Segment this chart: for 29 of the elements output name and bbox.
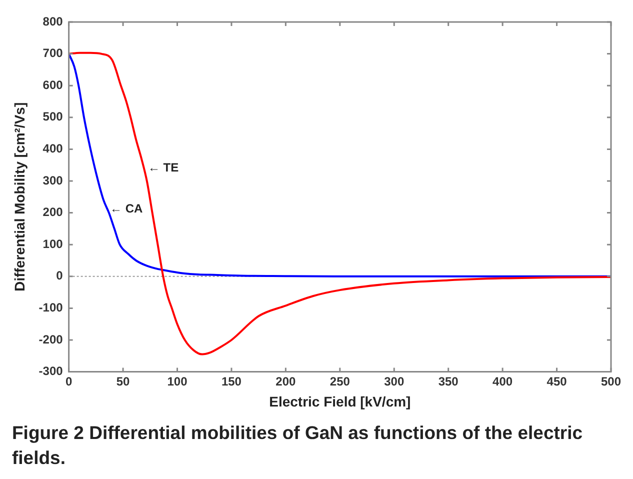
y-tick-label: 600 xyxy=(42,78,64,92)
x-tick-label: 450 xyxy=(546,374,568,388)
y-axis-title: Differential Mobility [cm²/Vs] xyxy=(11,102,28,292)
x-tick-label: 150 xyxy=(221,374,242,388)
annotation: ← CA xyxy=(110,201,144,216)
y-tick-label: 300 xyxy=(42,173,64,188)
y-tick-label: 0 xyxy=(56,268,64,283)
y-tick-label: -200 xyxy=(38,332,64,346)
x-tick-label: 400 xyxy=(492,374,513,388)
annotation: ← TE xyxy=(148,160,179,175)
x-tick-label: 300 xyxy=(384,374,404,388)
y-tick-label: 500 xyxy=(42,110,64,124)
y-tick-label: -100 xyxy=(38,300,64,315)
x-tick-label: 0 xyxy=(65,374,72,388)
x-tick-label: 200 xyxy=(276,374,296,388)
x-tick-label: 50 xyxy=(116,374,130,388)
line-series xyxy=(68,52,611,356)
x-tick-label: 350 xyxy=(438,374,459,388)
x-axis-title: Electric Field [kV/cm] xyxy=(269,393,411,410)
x-tick-label: 100 xyxy=(167,374,188,388)
y-tick-label: 700 xyxy=(42,46,64,60)
x-tick-label: 250 xyxy=(330,374,350,388)
y-tick-label: 400 xyxy=(42,142,64,156)
y-tick-label: 100 xyxy=(42,236,64,251)
x-tick-label: 500 xyxy=(600,374,622,388)
y-tick-label: 800 xyxy=(42,14,64,28)
y-tick-label: -300 xyxy=(38,364,64,378)
y-tick-label: 200 xyxy=(42,205,64,220)
caption: Figure 2 Differential mobilities of GaN as functions of the electric fields. xyxy=(12,421,584,470)
